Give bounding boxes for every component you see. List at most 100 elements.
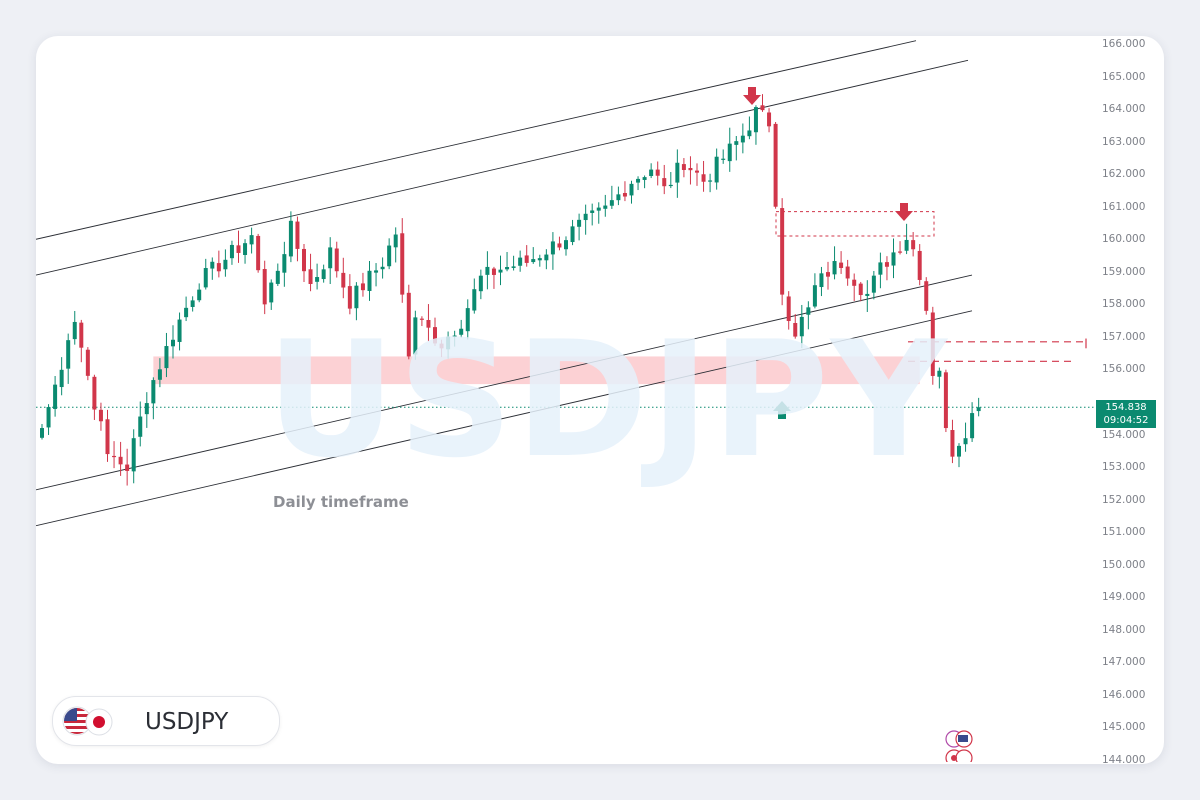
candle-body <box>112 455 117 458</box>
candle-body <box>524 255 529 263</box>
candle-body <box>151 380 156 404</box>
candle-body <box>570 226 575 243</box>
candle-body <box>708 180 713 182</box>
candle-body <box>924 281 929 311</box>
y-tick-label: 165.000 <box>1102 70 1146 83</box>
candle-body <box>380 266 385 270</box>
candle-body <box>439 343 444 349</box>
candle-body <box>164 346 169 369</box>
candle-body <box>243 243 248 255</box>
candle-body <box>812 285 817 307</box>
dashed-target-box <box>775 211 935 237</box>
y-tick-label: 164.000 <box>1102 103 1146 116</box>
y-tick-label: 146.000 <box>1102 688 1146 701</box>
candle-body <box>609 200 614 206</box>
channel-line <box>36 310 973 527</box>
candle-body <box>636 178 641 183</box>
candle-body <box>328 247 333 269</box>
candle-body <box>753 107 758 133</box>
candle-body <box>898 251 903 253</box>
candle-body <box>229 244 234 259</box>
instrument-pill[interactable]: USDJPY <box>52 696 280 746</box>
candle-body <box>852 279 857 286</box>
candle-body <box>826 272 830 277</box>
candle-body <box>793 323 798 337</box>
bar-countdown: 09:04:52 <box>1103 415 1149 426</box>
sell-arrow-icon <box>895 203 913 221</box>
candle-body <box>557 243 562 248</box>
candle-body <box>321 269 326 280</box>
candle-body <box>419 318 424 320</box>
candle-body <box>197 289 202 301</box>
candle-body <box>786 296 791 322</box>
buy-arrow-icon <box>773 401 791 419</box>
candle-body <box>590 210 595 213</box>
candle-body <box>596 207 601 211</box>
candle-body <box>308 269 313 284</box>
candle-body <box>98 409 103 422</box>
candle-body <box>537 258 542 261</box>
candle-body <box>616 194 621 201</box>
candle-body <box>721 158 726 160</box>
candle-body <box>157 369 162 380</box>
y-tick-label: 149.000 <box>1102 591 1146 604</box>
y-tick-label: 163.000 <box>1102 135 1146 148</box>
candle-body <box>649 169 654 177</box>
channel-line <box>36 59 969 276</box>
candle-body <box>72 321 77 340</box>
candle-body <box>577 219 582 227</box>
candle-body <box>472 289 477 311</box>
candle-body <box>865 293 870 296</box>
y-tick-label: 154.000 <box>1102 428 1146 441</box>
candle-body <box>904 239 909 251</box>
candle-body <box>747 130 752 137</box>
y-tick-label: 153.000 <box>1102 461 1146 474</box>
candle-body <box>426 320 431 328</box>
candle-body <box>184 307 189 318</box>
candle-body <box>930 312 935 376</box>
candle-body <box>884 262 889 267</box>
candle-body <box>210 261 215 269</box>
y-tick-label: 147.000 <box>1102 656 1146 669</box>
candle-body <box>79 322 84 348</box>
sell-arrow-icon <box>743 87 761 105</box>
candle-body <box>347 286 352 309</box>
y-tick-label: 145.000 <box>1102 721 1146 734</box>
candle-body <box>118 456 123 465</box>
y-tick-label: 162.000 <box>1102 168 1146 181</box>
candle-body <box>387 245 392 267</box>
candle-body <box>85 349 90 376</box>
indicator-icons[interactable] <box>942 726 982 762</box>
y-tick-label: 158.000 <box>1102 298 1146 311</box>
candle-body <box>302 248 306 272</box>
candle-body <box>701 174 706 182</box>
candle-body <box>190 300 195 307</box>
current-price-badge: 154.838 09:04:52 <box>1096 400 1156 428</box>
candle-body <box>478 275 483 292</box>
candle-body <box>203 268 208 288</box>
candle-body <box>544 254 549 261</box>
candle-body <box>315 277 320 282</box>
candle-body <box>780 208 785 295</box>
price-chart[interactable] <box>36 36 1164 764</box>
candle-body <box>675 162 680 183</box>
candle-body <box>171 339 175 347</box>
chart-card: USDJPY Daily timeframe 166.000 165.000 164… <box>36 36 1164 764</box>
candle-body <box>393 234 398 248</box>
candle-body <box>498 269 503 273</box>
candle-body <box>917 250 922 280</box>
candle-body <box>92 376 97 410</box>
candle-body <box>341 272 346 288</box>
candle-body <box>413 317 418 355</box>
current-price: 154.838 <box>1105 402 1147 413</box>
candle-body <box>878 262 883 275</box>
y-tick-label: 160.000 <box>1102 233 1146 246</box>
candle-body <box>249 235 254 245</box>
candle-body <box>734 141 739 145</box>
candle-body <box>433 327 437 344</box>
candle-body <box>485 266 490 275</box>
timeframe-label: Daily timeframe <box>273 493 409 511</box>
flag-pair-icon <box>62 706 113 736</box>
candle-body <box>354 285 359 309</box>
candle-body <box>53 384 58 409</box>
